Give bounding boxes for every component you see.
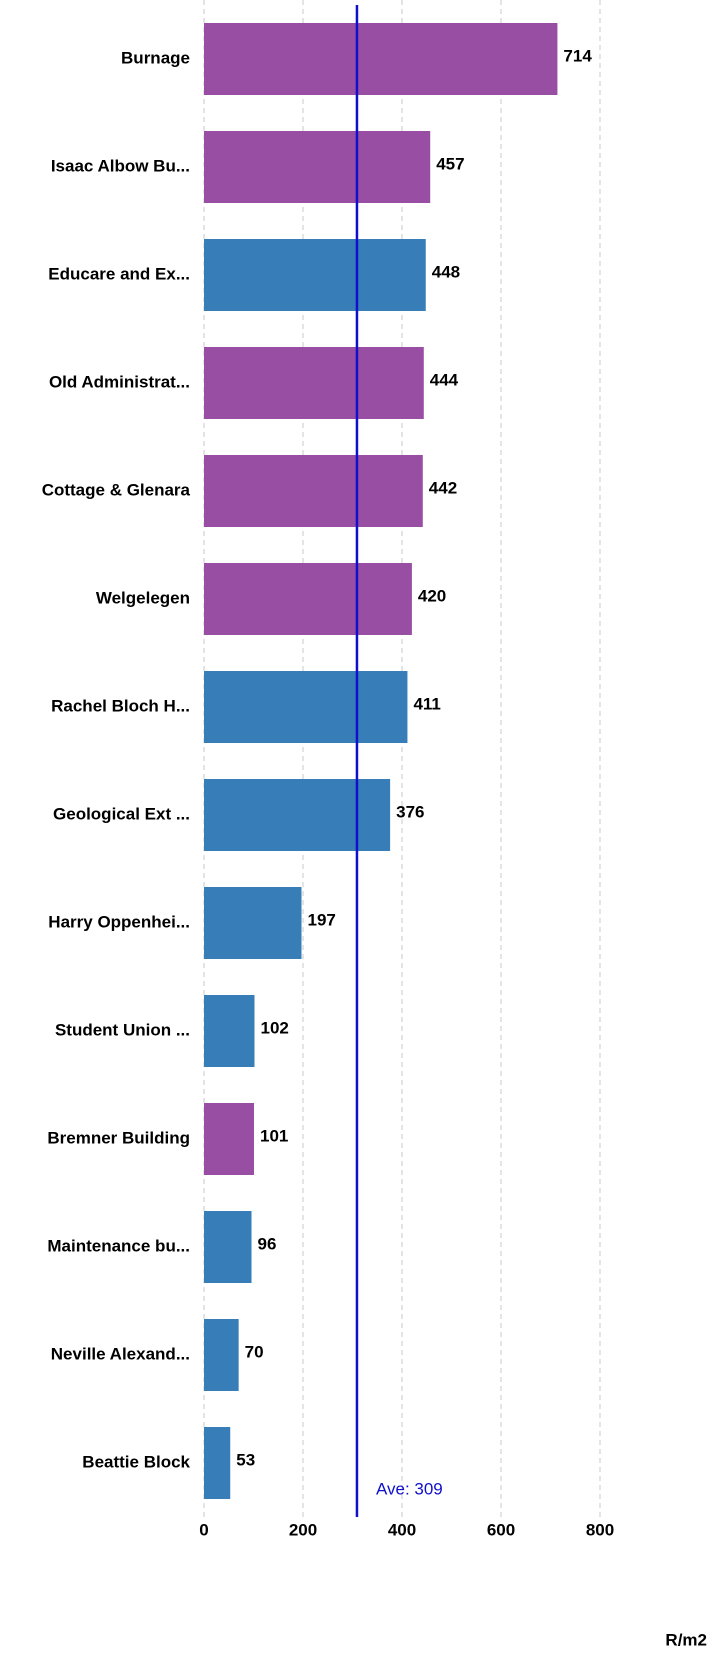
category-label: Harry Oppenhei... — [48, 912, 190, 931]
category-label: Beattie Block — [82, 1452, 190, 1471]
value-label: 442 — [429, 478, 457, 497]
x-axis-label: R/m2 — [665, 1630, 707, 1649]
category-label: Educare and Ex... — [48, 264, 190, 283]
value-label: 714 — [563, 46, 592, 65]
category-label: Old Administrat... — [49, 372, 190, 391]
value-label: 448 — [432, 262, 460, 281]
value-label: 420 — [418, 586, 446, 605]
value-label: 197 — [308, 910, 336, 929]
x-tick-label: 800 — [586, 1520, 614, 1539]
value-label: 411 — [413, 694, 440, 713]
category-label: Cottage & Glenara — [42, 480, 191, 499]
average-label: Ave: 309 — [376, 1479, 443, 1498]
x-tick-label: 400 — [388, 1520, 416, 1539]
bar — [204, 1319, 239, 1391]
value-label: 101 — [260, 1126, 288, 1145]
value-label: 96 — [258, 1234, 277, 1253]
bar — [204, 1211, 252, 1283]
x-tick-label: 600 — [487, 1520, 515, 1539]
bar — [204, 887, 302, 959]
value-label: 376 — [396, 802, 424, 821]
category-label: Maintenance bu... — [47, 1236, 190, 1255]
category-label: Neville Alexand... — [51, 1344, 190, 1363]
x-tick-label: 0 — [199, 1520, 208, 1539]
bar — [204, 563, 412, 635]
bar — [204, 779, 391, 851]
category-label: Student Union ... — [55, 1020, 190, 1039]
bar — [204, 455, 423, 527]
bar — [204, 1103, 254, 1175]
category-label: Isaac Albow Bu... — [51, 156, 190, 175]
value-label: 53 — [236, 1450, 255, 1469]
value-label: 70 — [245, 1342, 264, 1361]
bar — [204, 23, 558, 95]
category-label: Bremner Building — [47, 1128, 190, 1147]
category-label: Burnage — [121, 48, 190, 67]
bar — [204, 1427, 231, 1499]
bar — [204, 131, 431, 203]
bar — [204, 995, 255, 1067]
bar — [204, 671, 408, 743]
category-label: Rachel Bloch H... — [51, 696, 190, 715]
category-label: Welgelegen — [96, 588, 190, 607]
bar — [204, 347, 424, 419]
value-label: 102 — [260, 1018, 288, 1037]
category-label: Geological Ext ... — [53, 804, 190, 823]
bar — [204, 239, 426, 311]
value-label: 444 — [430, 370, 459, 389]
x-tick-label: 200 — [289, 1520, 317, 1539]
value-label: 457 — [436, 154, 464, 173]
